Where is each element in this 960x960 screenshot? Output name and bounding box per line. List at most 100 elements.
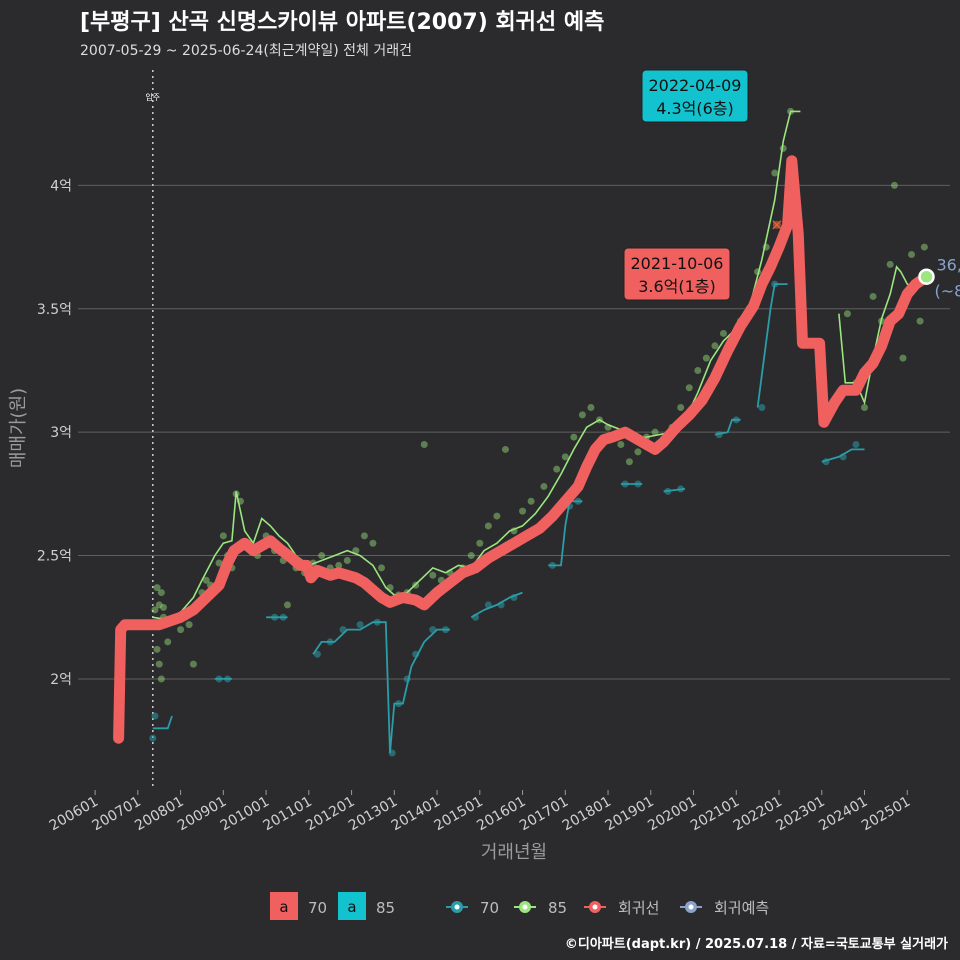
- move-in-label: 입주: [145, 93, 160, 102]
- y-tick-label: 3억: [50, 425, 72, 441]
- scatter-point-85: [916, 317, 924, 325]
- scatter-point-85: [634, 448, 642, 456]
- scatter-point-85: [352, 547, 360, 555]
- scatter-point-85: [189, 660, 197, 668]
- scatter-point-85: [151, 606, 159, 614]
- legend-fill-label: 70: [308, 899, 327, 917]
- scatter-point-85: [869, 292, 877, 300]
- scatter-point-85: [215, 559, 223, 567]
- scatter-point-85: [519, 507, 527, 515]
- scatter-point-85: [719, 329, 727, 337]
- series-70-segment: [663, 488, 686, 493]
- scatter-point-85: [202, 576, 210, 584]
- y-tick-label: 3.5억: [37, 302, 72, 318]
- scatter-point-70: [313, 650, 321, 658]
- scatter-point-85: [484, 522, 492, 530]
- forecast-marker: [918, 268, 935, 285]
- regression-path: [113, 155, 932, 744]
- y-axis-ticks: 2억 2.5억 3억 3.5억 4억: [37, 178, 72, 688]
- scatter-point-85: [476, 539, 484, 547]
- series-70-segment: [548, 500, 583, 567]
- legend-line-dot-center: [688, 904, 694, 910]
- legend: a 70 a 85 70 85 회귀선 회귀예측: [270, 892, 769, 920]
- scatter-point-70: [149, 734, 157, 742]
- grid-lines: [78, 184, 950, 680]
- legend-line-dot-center: [454, 904, 460, 910]
- forecast-value-label: 36,300: [936, 256, 960, 275]
- scatter-point-85: [157, 589, 165, 597]
- legend-line-label: 회귀선: [618, 899, 659, 917]
- legend-fill-key-text: a: [347, 898, 356, 916]
- forecast-point: 36,300 (~85㎡): [918, 256, 960, 301]
- scatter-point-85: [493, 512, 501, 520]
- scatter-point-85: [527, 497, 535, 505]
- footer-credit: ©디아파트(dapt.kr) / 2025.07.18 / 자료=국토교통부 실…: [564, 937, 948, 952]
- scatter-point-85: [625, 458, 633, 466]
- scatter-point-85: [771, 169, 779, 177]
- annotation-box: [641, 69, 749, 123]
- scatter-point-85: [501, 445, 509, 453]
- chart-subtitle: 2007-05-29 ~ 2025-06-24(최근계약일) 전체 거래건: [80, 43, 412, 59]
- series-70-segment: [312, 621, 450, 754]
- scatter-point-85: [343, 556, 351, 564]
- scatter-point-85: [157, 675, 165, 683]
- scatter-point-85: [617, 441, 625, 449]
- scatter-point-85: [561, 453, 569, 461]
- scatter-point-85: [420, 441, 428, 449]
- scatter-point-85: [685, 384, 693, 392]
- scatter-point-85: [651, 428, 659, 436]
- scatter-point-85: [185, 621, 193, 629]
- scatter-point-85: [711, 342, 719, 350]
- scatter-point-85: [153, 584, 161, 592]
- y-axis-title: 매매가(원): [8, 388, 29, 468]
- y-tick-label: 2.5억: [37, 549, 72, 565]
- legend-fill-key: [338, 892, 366, 920]
- scatter-point-85: [540, 482, 548, 490]
- y-tick-label: 4억: [50, 178, 72, 194]
- scatter-point-85: [153, 645, 161, 653]
- scatter-point-85: [890, 181, 898, 189]
- annotation-box: [623, 247, 731, 301]
- cancelled-marker-x: [772, 220, 782, 230]
- series-70-lines: [152, 283, 865, 754]
- scatter-point-85: [553, 465, 561, 473]
- scatter-point-85: [318, 552, 326, 560]
- scatter-point-85: [578, 411, 586, 419]
- scatter-point-70: [151, 712, 159, 720]
- x-axis-title: 거래년월: [481, 842, 547, 863]
- scatter-point-70: [758, 403, 766, 411]
- legend-fill-key-text: a: [279, 898, 288, 916]
- scatter-point-85: [164, 638, 172, 646]
- scatter-point-70: [852, 441, 860, 449]
- series-70-segment: [470, 591, 523, 619]
- scatter-point-85: [155, 660, 163, 668]
- scatter-point-85: [886, 260, 894, 268]
- scatter-point-85: [920, 243, 928, 251]
- scatter-point-85: [177, 626, 185, 634]
- scatter-point-85: [360, 532, 368, 540]
- chart-title: [부평구] 산곡 신명스카이뷰 아파트(2007) 회귀선 예측: [80, 10, 605, 35]
- annotation-price: 4.3억(6층): [656, 99, 734, 118]
- y-tick-label: 2억: [50, 672, 72, 688]
- legend-line-label: 회귀예측: [714, 899, 769, 917]
- scatter-point-85: [429, 571, 437, 579]
- x-axis-ticks: 2006012007012008012009012010012011012012…: [47, 790, 913, 834]
- scatter-point-85: [377, 564, 385, 572]
- scatter-point-85: [369, 539, 377, 547]
- scatter-point-85: [335, 561, 343, 569]
- series-70-segment: [821, 448, 865, 463]
- scatter-point-85: [155, 601, 163, 609]
- legend-line-label: 70: [480, 899, 499, 917]
- scatter-point-85: [861, 403, 869, 411]
- scatter-point-85: [694, 366, 702, 374]
- move-in-marker: 입주: [145, 70, 160, 790]
- forecast-area-label: (~85㎡): [934, 282, 960, 301]
- series-70-segment: [714, 418, 741, 436]
- legend-fill-key: [270, 892, 298, 920]
- scatter-point-85: [908, 250, 916, 258]
- legend-line-dot-center: [522, 904, 528, 910]
- scatter-point-85: [677, 403, 685, 411]
- x-tick-label: 202501: [859, 794, 913, 835]
- legend-line-dot-center: [592, 904, 598, 910]
